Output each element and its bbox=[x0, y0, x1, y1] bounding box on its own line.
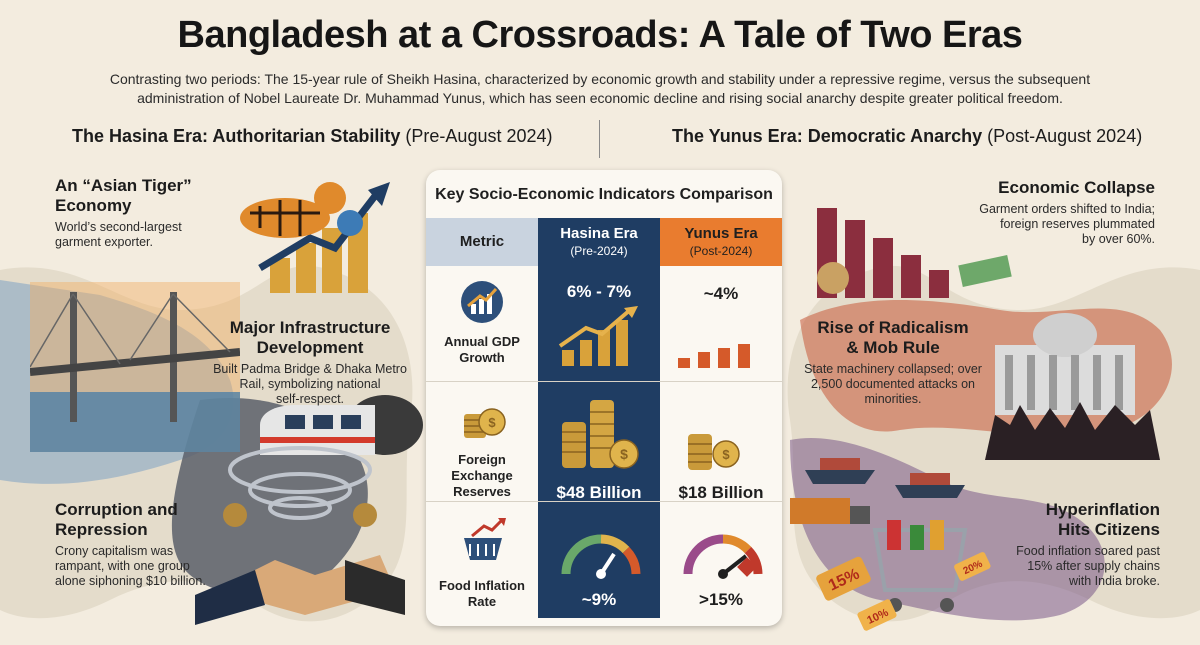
mob-silhouette bbox=[985, 402, 1160, 460]
yunus-gdp-value: ~4% bbox=[703, 284, 739, 303]
truck-icon bbox=[790, 498, 850, 524]
parliament-mob-illustration bbox=[985, 313, 1160, 460]
left-item-infrastructure: Major Infrastructure Development Built Pa… bbox=[213, 318, 407, 406]
intro-text: Contrasting two periods: The 15-year rul… bbox=[90, 70, 1110, 108]
bridge-pylon-1 bbox=[70, 292, 77, 422]
decline-bar-2 bbox=[845, 220, 865, 298]
right-era-heading: The Yunus Era: Democratic Anarchy (Post-… bbox=[672, 126, 1142, 147]
column-header-yunus: Yunus Era (Post-2024) bbox=[660, 218, 782, 266]
right-era-period: (Post-August 2024) bbox=[987, 126, 1143, 146]
decline-bar-5 bbox=[929, 270, 949, 298]
svg-text:$: $ bbox=[488, 415, 496, 430]
arrow-up-icon bbox=[368, 182, 390, 206]
yunus-inflation-gauge bbox=[683, 534, 763, 579]
right-era-name: The Yunus Era: Democratic Anarchy bbox=[672, 126, 983, 146]
right-item-hyperinflation: Hyperinflation Hits Citizens Food inflati… bbox=[1016, 500, 1160, 588]
hasina-inflation-gauge bbox=[561, 534, 641, 579]
basket-icon bbox=[464, 518, 506, 560]
metric-reserves-label: Foreign Exchange Reserves bbox=[451, 452, 513, 499]
right-item-radicalism: Rise of Radicalism & Mob Rule State machi… bbox=[804, 318, 982, 406]
cargo-ship-icon bbox=[805, 470, 875, 484]
svg-text:$: $ bbox=[722, 447, 730, 462]
page-title: Bangladesh at a Crossroads: A Tale of Tw… bbox=[177, 14, 1023, 56]
cargo-ship-icon-2 bbox=[895, 485, 965, 498]
tiger-icon bbox=[240, 198, 330, 238]
cash-icon bbox=[958, 255, 1012, 287]
money-bag-right-icon bbox=[817, 262, 849, 294]
column-header-metric: Metric bbox=[426, 218, 538, 266]
svg-text:$: $ bbox=[620, 446, 628, 462]
decline-bar-3 bbox=[873, 238, 893, 298]
yunus-gdp-bars bbox=[678, 344, 750, 368]
hasina-coin-stacks: $ bbox=[562, 400, 639, 469]
money-bag-icon-2 bbox=[353, 503, 377, 527]
globe-icon bbox=[337, 210, 363, 236]
shopping-cart-illustration: 15% 10% 20% bbox=[816, 520, 991, 631]
hasina-gdp-bars bbox=[558, 306, 638, 366]
row-separator bbox=[426, 381, 782, 382]
growth-bar-1 bbox=[270, 258, 290, 293]
decline-bar-4 bbox=[901, 255, 921, 298]
metric-gdp-label: Annual GDP Growth bbox=[444, 334, 520, 365]
row-separator bbox=[426, 501, 782, 502]
yunus-reserves-value: $18 Billion bbox=[678, 483, 764, 502]
column-header-hasina: Hasina Era (Pre-2024) bbox=[538, 218, 660, 266]
collapse-bars-illustration bbox=[817, 208, 1012, 298]
hasina-reserves-value: $48 Billion bbox=[556, 483, 642, 502]
left-era-period: (Pre-August 2024) bbox=[405, 126, 553, 146]
era-divider bbox=[599, 120, 600, 158]
coin-stack-icon: $ bbox=[464, 408, 506, 438]
left-item-corruption: Corruption and Repression Crony capitalis… bbox=[55, 500, 206, 588]
tiger-growth-illustration bbox=[240, 182, 390, 293]
hasina-inflation-value: ~9% bbox=[581, 590, 617, 609]
left-era-heading: The Hasina Era: Authoritarian Stability … bbox=[72, 126, 553, 147]
growth-bar-2 bbox=[296, 243, 316, 293]
left-era-name: The Hasina Era: Authoritarian Stability bbox=[72, 126, 401, 146]
hasina-gdp-value: 6% - 7% bbox=[566, 282, 632, 301]
vortex-icon bbox=[228, 446, 372, 494]
metro-train-illustration bbox=[260, 395, 423, 455]
money-bag-icon bbox=[223, 503, 247, 527]
corruption-handshake-illustration bbox=[195, 446, 405, 625]
gdp-chart-icon bbox=[461, 281, 503, 323]
right-item-economic-collapse: Economic Collapse Garment orders shifted… bbox=[979, 178, 1155, 246]
yunus-inflation-value: >15% bbox=[699, 590, 743, 609]
stalled-trade-illustration bbox=[790, 458, 965, 524]
metric-inflation-label: Food Inflation Rate bbox=[439, 578, 525, 609]
comparison-title: Key Socio-Economic Indicators Comparison bbox=[435, 186, 773, 203]
comparison-panel: Key Socio-Economic Indicators Comparison… bbox=[426, 170, 782, 626]
yunus-coin-stacks: $ bbox=[688, 434, 740, 470]
padma-bridge-illustration bbox=[30, 282, 240, 452]
intro-line-1: Contrasting two periods: The 15-year rul… bbox=[109, 71, 1091, 87]
intro-line-2: administration of Nobel Laureate Dr. Muh… bbox=[137, 90, 1063, 106]
left-item-tiger-economy: An “Asian Tiger” Economy World’s second-l… bbox=[55, 176, 192, 249]
discount-tag-icon bbox=[816, 556, 871, 601]
arrow-up-icon bbox=[624, 306, 638, 318]
